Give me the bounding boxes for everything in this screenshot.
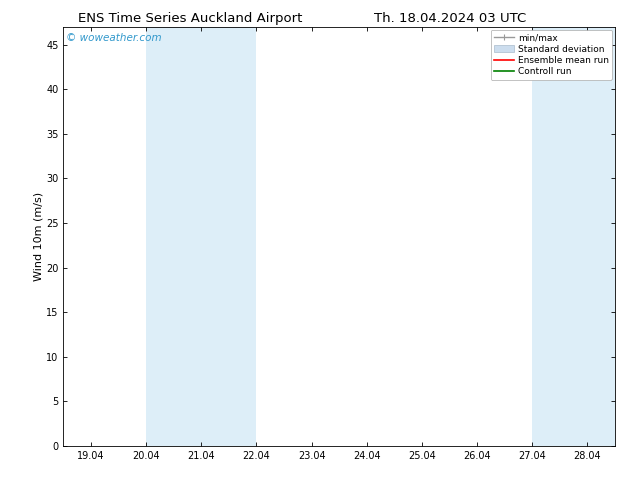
Bar xyxy=(146,27,256,446)
Text: Th. 18.04.2024 03 UTC: Th. 18.04.2024 03 UTC xyxy=(374,12,526,25)
Bar xyxy=(533,27,615,446)
Y-axis label: Wind 10m (m/s): Wind 10m (m/s) xyxy=(33,192,43,281)
Legend: min/max, Standard deviation, Ensemble mean run, Controll run: min/max, Standard deviation, Ensemble me… xyxy=(491,30,612,80)
Text: ENS Time Series Auckland Airport: ENS Time Series Auckland Airport xyxy=(78,12,302,25)
Text: © woweather.com: © woweather.com xyxy=(66,33,162,43)
